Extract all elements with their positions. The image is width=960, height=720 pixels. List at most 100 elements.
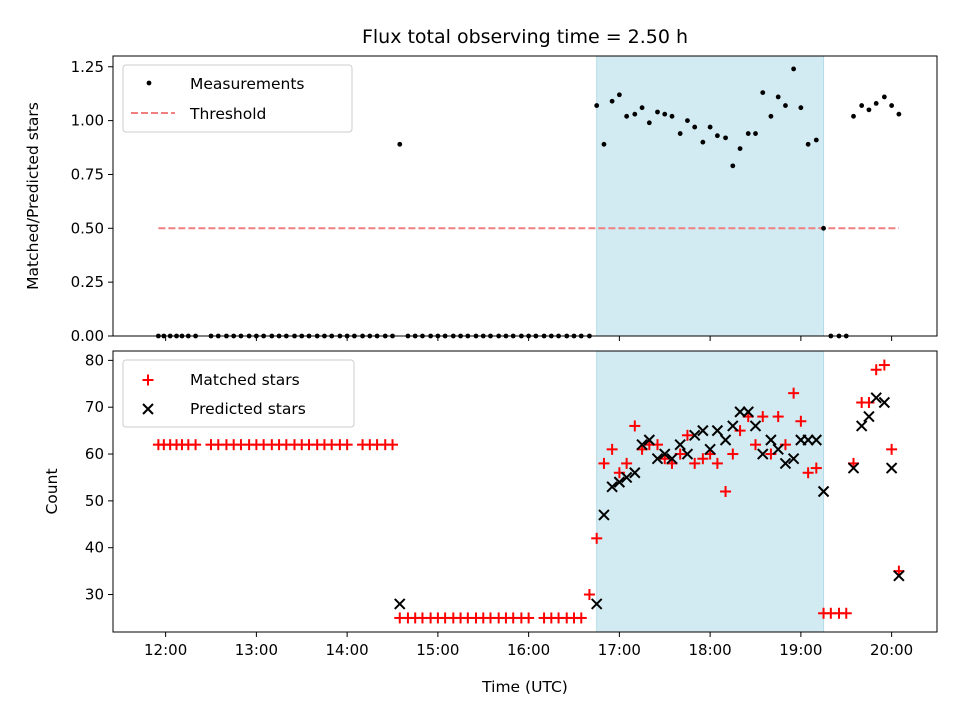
measurement-point [616,92,622,98]
ratio-panel-frame [112,55,938,337]
count-legend: Matched stars Predicted stars [122,359,355,428]
predicted-star-point [704,443,716,456]
predicted-star-point [772,443,784,456]
matched-star-point [757,411,769,423]
measurement-point [889,103,895,108]
matched-star-point [575,612,587,624]
predicted-star-point [142,403,154,415]
measurement-point [881,94,887,100]
y-tick-label: 0.50 [71,219,104,237]
count-panel: 30 40 50 60 70 80 12:00 13:00 14:00 15:00 16:00 17… [43,350,938,696]
measurement-point [646,120,652,126]
time-x-ticks: 12:00 13:00 14:00 15:00 16:00 17:00 18:00 19:00… [144,632,913,659]
measurement-point [662,111,668,117]
x-tick-label: 20:00 [870,641,913,659]
matched-star-point [629,420,641,432]
ratio-y-ticks: 0.00 0.25 0.50 0.75 1.00 1.25 [71,58,113,345]
y-tick-label: 80 [85,351,104,369]
predicted-star-point [855,420,868,432]
y-tick-label: 0.75 [71,165,104,183]
predicted-star-point [598,509,610,521]
ratio-legend-box [122,64,353,133]
measurement-point [639,105,645,111]
ratio-panel: 0.00 0.25 0.50 0.75 1.00 1.25 Flux total obse… [24,26,938,345]
predicted-star-points [394,392,905,610]
measurement-point [859,103,865,108]
measurement-point [791,66,797,72]
matched-star-point [810,462,822,474]
measurement-point [700,139,706,145]
measurement-point [594,103,600,108]
x-tick-label: 16:00 [507,641,550,659]
matched-star-point [840,607,852,619]
predicted-star-point [779,457,792,470]
matched-star-point [878,359,890,371]
matched-star-point [788,387,800,399]
matched-star-point [621,457,633,469]
predicted-star-point [659,448,671,460]
measurement-point [896,111,902,117]
measurement-point [805,141,811,147]
measurement-point [397,141,403,147]
measurement-point [745,131,751,136]
measurement-point [768,113,774,119]
x-tick-label: 12:00 [144,641,187,659]
matched-star-point [523,612,535,624]
measurement-point [655,109,660,115]
measurement-point [753,131,758,136]
predicted-star-point [742,406,754,418]
matched-star-point [681,429,693,441]
matched-star-point [598,457,610,469]
predicted-star-point [697,424,709,437]
measurement-point [760,90,766,96]
observing-window-span [596,55,825,337]
predicted-star-point [629,467,641,479]
observing-window-span [596,350,825,633]
predicted-star-point [734,406,746,418]
ratio-legend: Measurements Threshold [122,64,353,133]
count-y-ticks: 30 40 50 60 70 80 [85,351,113,604]
matched-star-point [870,364,882,376]
legend-predicted-marker [142,403,154,415]
y-tick-label: 40 [85,539,104,557]
x-tick-label: 13:00 [235,641,278,659]
measurement-point [692,124,698,130]
measurement-point [813,137,819,143]
count-y-axis-label: Count [43,468,61,514]
matched-star-point [802,467,814,479]
matched-star-point [142,374,154,386]
measurement-point [669,113,675,119]
predicted-star-point [757,448,769,460]
x-tick-label: 14:00 [326,641,369,659]
measurement-point [723,135,728,141]
matched-star-point [583,589,595,601]
measurement-point [821,225,826,231]
y-tick-label: 1.25 [71,58,104,76]
measurement-point [601,141,607,147]
y-tick-label: 70 [85,398,104,416]
predicted-star-point [863,410,875,423]
chart-title: Flux total observing time = 2.50 h [362,26,688,48]
predicted-star-point [765,434,777,446]
matched-star-point [697,453,709,465]
ratio-y-axis-label: Matched/Predicted stars [24,102,42,290]
measurement-point [707,124,713,130]
matched-star-point [387,439,399,451]
matched-star-point [720,486,732,497]
y-tick-label: 60 [85,445,104,463]
x-tick-label: 19:00 [779,641,822,659]
measurement-point [685,118,690,124]
matched-star-point [190,439,202,451]
predicted-star-point [613,476,626,488]
predicted-star-point [606,481,618,493]
predicted-star-point [666,453,678,465]
measurement-point [866,107,872,113]
predicted-star-point [802,434,814,446]
predicted-star-point [681,448,694,460]
matched-star-point [591,532,603,544]
x-tick-label: 15:00 [416,641,459,659]
matched-star-points [152,359,905,624]
legend-matched-marker [142,374,154,386]
predicted-star-point [590,598,603,610]
